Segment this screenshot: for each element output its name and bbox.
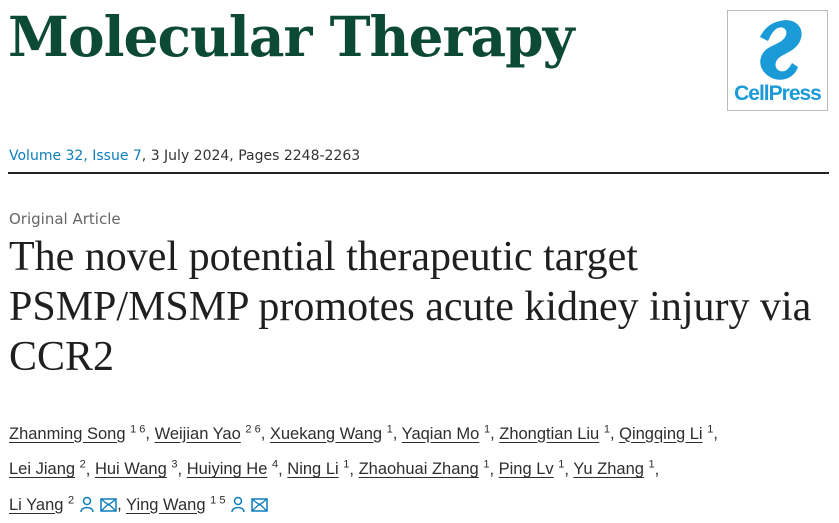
author: Huiying He 4 <box>186 458 279 479</box>
author-name[interactable]: Ying Wang <box>126 495 206 514</box>
affiliation-ref[interactable]: 1 <box>603 423 610 435</box>
envelope-icon[interactable] <box>100 492 117 523</box>
author: Ying Wang 1 5 <box>126 494 269 514</box>
author: Qingqing Li 1 <box>619 423 714 443</box>
divider <box>8 172 829 174</box>
author: Ping Lv 1 <box>498 458 565 479</box>
person-icon[interactable] <box>80 492 94 523</box>
author-name[interactable]: Hui Wang <box>94 460 167 478</box>
author-name[interactable]: Zhaohuai Zhang <box>358 460 479 478</box>
author-name[interactable]: Zhongtian Liu <box>499 424 600 443</box>
affiliation-ref[interactable]: 1 <box>648 458 655 471</box>
volume-info: Volume 32, Issue 7, 3 July 2024, Pages 2… <box>9 148 360 164</box>
author-name[interactable]: Li Yang <box>9 495 64 514</box>
author-name[interactable]: Ning Li <box>287 460 339 478</box>
envelope-icon[interactable] <box>251 492 269 523</box>
affiliation-ref[interactable]: 1 <box>483 458 490 471</box>
affiliation-ref[interactable]: 2 <box>79 458 86 471</box>
author: Yaqian Mo 1 <box>401 423 491 443</box>
author: Zhanming Song 1 6 <box>9 423 146 443</box>
person-icon[interactable] <box>231 492 246 523</box>
date-pages: , 3 July 2024, Pages 2248-2263 <box>141 148 361 164</box>
author-name[interactable]: Yaqian Mo <box>401 424 480 443</box>
author-name[interactable]: Qingqing Li <box>619 424 703 443</box>
author-name[interactable]: Xuekang Wang <box>269 424 383 443</box>
cellpress-logo-text: CellPress <box>734 82 822 105</box>
author-name[interactable]: Huiying He <box>186 460 268 478</box>
affiliation-ref[interactable]: 1 <box>343 458 350 471</box>
author-name[interactable]: Yu Zhang <box>573 460 644 478</box>
article-type: Original Article <box>9 210 121 228</box>
article-title: The novel potential therapeutic target P… <box>9 234 812 380</box>
volume-issue-link[interactable]: Volume 32, Issue 7 <box>9 148 142 164</box>
author-name[interactable]: Weijian Yao <box>154 424 241 443</box>
author-name[interactable]: Ping Lv <box>498 460 554 478</box>
author: Ning Li 1 <box>287 458 350 479</box>
author: Hui Wang 3 <box>94 458 178 479</box>
affiliation-ref[interactable]: 1 <box>483 423 491 435</box>
author: Xuekang Wang 1 <box>269 423 393 443</box>
affiliation-ref[interactable]: 2 6 <box>245 423 261 435</box>
affiliation-ref[interactable]: 3 <box>171 458 178 471</box>
author: Li Yang 2 <box>9 494 117 514</box>
affiliation-ref[interactable]: 1 6 <box>130 423 146 435</box>
author-name[interactable]: Lei Jiang <box>9 460 76 478</box>
author: Zhaohuai Zhang 1 <box>358 458 490 479</box>
affiliation-ref[interactable]: 1 5 <box>210 494 226 506</box>
cellpress-logo-icon <box>760 20 802 80</box>
affiliation-ref[interactable]: 1 <box>707 423 714 435</box>
author: Zhongtian Liu 1 <box>499 423 610 443</box>
affiliation-ref[interactable]: 1 <box>386 423 393 435</box>
author: Yu Zhang 1 <box>573 458 655 479</box>
journal-title[interactable]: Molecular Therapy <box>8 4 575 69</box>
author: Weijian Yao 2 6 <box>154 423 261 443</box>
affiliation-ref[interactable]: 2 <box>68 494 75 506</box>
affiliation-ref[interactable]: 1 <box>558 458 565 471</box>
author-list: Zhanming Song 1 6, Weijian Yao 2 6, Xuek… <box>9 414 829 523</box>
affiliation-ref[interactable]: 4 <box>272 458 279 471</box>
cellpress-logo[interactable]: CellPress <box>727 10 828 111</box>
author: Lei Jiang 2 <box>9 458 86 479</box>
author-name[interactable]: Zhanming Song <box>9 424 126 443</box>
